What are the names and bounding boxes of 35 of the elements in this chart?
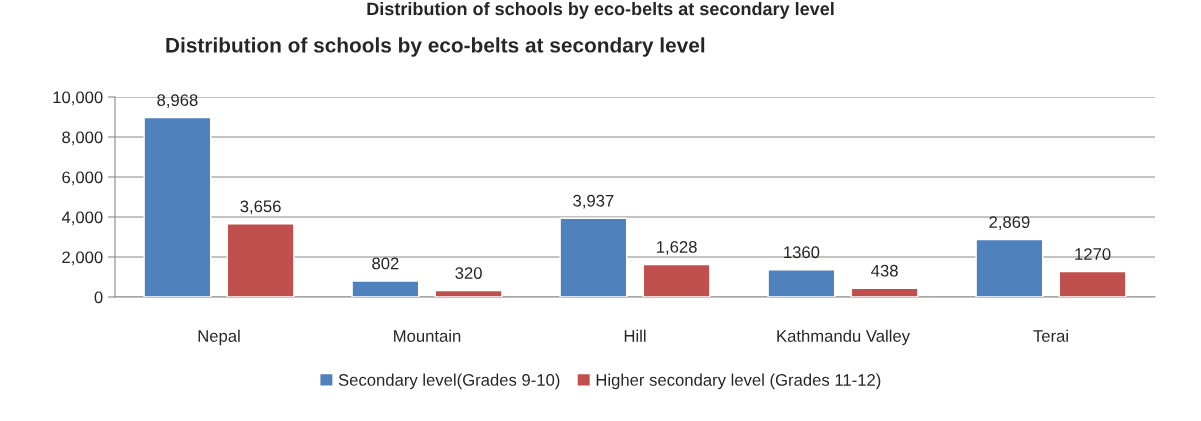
- data-label: 8,968: [157, 94, 198, 108]
- bar: [143, 116, 212, 297]
- chart-title: Distribution of schools by eco-belts at secondary level: [367, 2, 834, 19]
- x-tick-label: Terai: [1033, 329, 1068, 342]
- chart-subtitle: Distribution of schools by eco-belts at secondary level: [166, 37, 705, 57]
- bar: [559, 217, 628, 297]
- data-label: 438: [871, 264, 898, 277]
- data-label: 1,628: [657, 241, 697, 255]
- bar: [975, 238, 1044, 297]
- x-tick-label: Hill: [624, 329, 646, 342]
- legend-label: Higher secondary level (Grades 11-12): [596, 373, 881, 390]
- y-tick-label: 8,000: [62, 131, 103, 146]
- x-tick-label: Mountain: [394, 329, 461, 342]
- bar: [226, 223, 295, 297]
- bar: [1058, 270, 1127, 297]
- data-label: 1270: [1075, 248, 1111, 260]
- y-tick-label: 10,000: [53, 91, 103, 106]
- x-tick-label: Kathmandu Valley: [777, 329, 910, 346]
- data-label: 2,869: [989, 216, 1030, 230]
- data-label: 3,937: [573, 194, 614, 209]
- bar: [850, 287, 919, 297]
- legend-label: Secondary level(Grades 9-10): [338, 373, 560, 390]
- data-label: 320: [455, 267, 482, 279]
- y-tick-label: 6,000: [62, 171, 103, 186]
- y-tick-label: 0: [94, 291, 103, 304]
- bar: [642, 263, 711, 297]
- bar: [434, 289, 503, 297]
- data-label: 3,656: [240, 200, 281, 215]
- bar: [351, 280, 420, 297]
- y-tick-label: 4,000: [61, 211, 103, 226]
- data-label: 1360: [784, 246, 820, 259]
- x-tick-label: Nepal: [198, 329, 240, 346]
- bar: [767, 269, 836, 297]
- data-label: 802: [372, 257, 399, 270]
- y-tick-label: 2,000: [62, 251, 103, 266]
